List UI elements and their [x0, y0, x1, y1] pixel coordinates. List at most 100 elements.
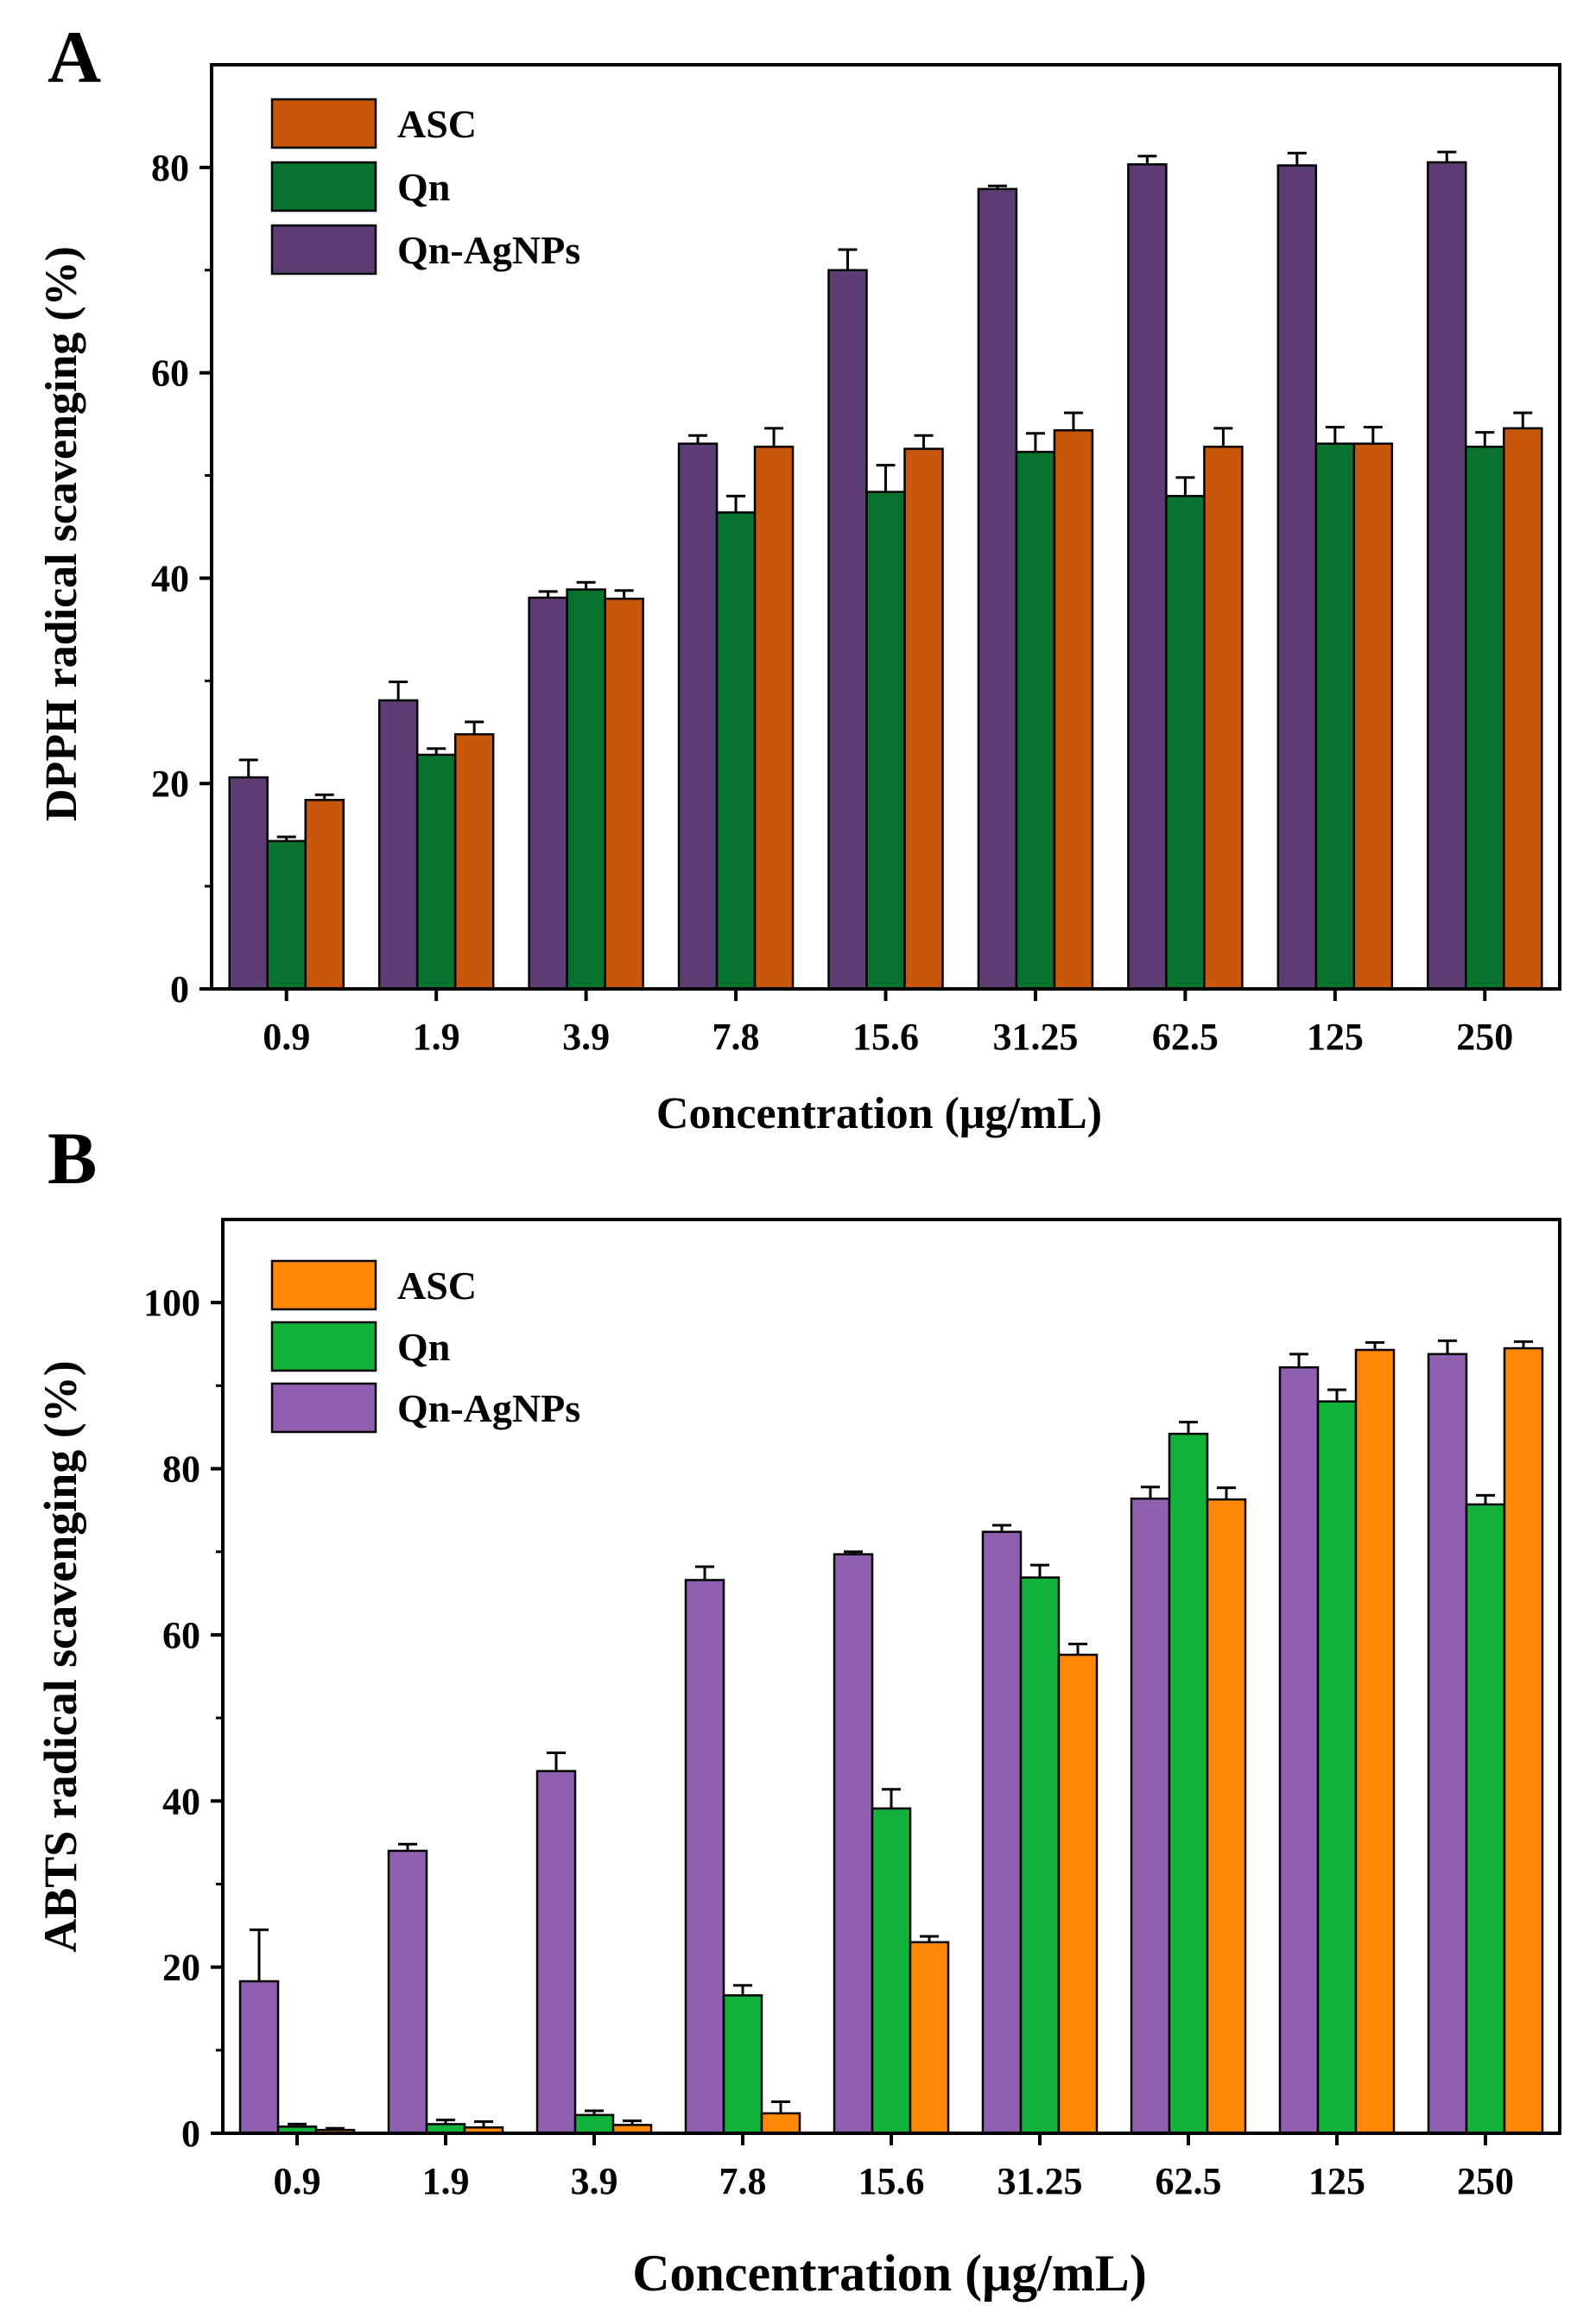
panel-b-bar: [1503, 1346, 1544, 2135]
panel-a-y-axis-title: DPPH radical scavenging (%): [37, 246, 86, 821]
panel-a-y-tick-label: 80: [151, 147, 189, 189]
panel-a-bar: [377, 699, 419, 991]
panel-b-x-tick-label: 31.25: [998, 2160, 1083, 2202]
panel-a-legend-swatch: [270, 98, 377, 149]
panel-a-bar: [715, 511, 757, 991]
panel-b-x-tick-label: 62.5: [1156, 2160, 1222, 2202]
panel-a-bar: [1053, 428, 1094, 991]
panel-a-bar: [304, 798, 345, 991]
panel-a-y-tick-label: 20: [151, 763, 189, 805]
panel-a-bar: [1503, 427, 1543, 991]
panel-b-x-tick-label: 15.6: [858, 2160, 925, 2202]
panel-b-bar: [833, 1553, 874, 2135]
panel-a-x-tick-label: 250: [1456, 1016, 1513, 1058]
panel-a-legend-swatch: [270, 161, 377, 212]
panel-a-x-tick-label: 7.8: [712, 1016, 760, 1058]
panel-b-bar: [722, 1994, 763, 2135]
panel-b-legend-swatch: [270, 1259, 377, 1311]
panel-a-x-axis-title: Concentration (μg/mL): [656, 1089, 1102, 1138]
panel-a-bar: [228, 776, 269, 991]
panel-a-y-tick-label: 60: [151, 352, 189, 395]
panel-a-bar: [1352, 442, 1394, 991]
panel-b-y-tick-label: 20: [162, 1947, 200, 1989]
panel-a: A 0 20 40 60 80 0.9 1.9 3.9 7.8 15.6 31.25 62.5 125 2…: [37, 16, 1561, 1138]
panel-a-bar: [1276, 164, 1318, 991]
panel-b-bar: [981, 1530, 1023, 2135]
panel-b-bar: [1354, 1348, 1396, 2135]
panel-b-label: B: [48, 1117, 97, 1200]
panel-a-bar: [827, 269, 868, 991]
panel-a-bar: [528, 596, 568, 991]
panel-a-x-tick-label: 3.9: [562, 1016, 610, 1058]
panel-b-bar: [1130, 1497, 1171, 2135]
panel-b-legend-swatch: [270, 1321, 377, 1372]
panel-a-bar: [1465, 446, 1505, 991]
panel-a-x-tick-label: 1.9: [413, 1016, 460, 1058]
panel-b-plot: 0 20 40 60 80 100 0.9 1.9 3.9 7.8 15.6 31.25 62.5 125…: [143, 1218, 1561, 2202]
panel-a-bar: [903, 447, 944, 991]
panel-a-bar: [1427, 161, 1467, 991]
panel-a-x-tick-label: 125: [1307, 1016, 1364, 1058]
panel-a-legend-label: ASC: [397, 102, 477, 146]
panel-b-y-axis-title: ABTS radical scavenging (%): [35, 1360, 86, 1953]
panel-a-label: A: [48, 16, 101, 98]
panel-b-legend-swatch: [270, 1382, 377, 1434]
panel-a-x-tick-label: 0.9: [263, 1016, 310, 1058]
panel-a-x-tick-label: 62.5: [1152, 1016, 1219, 1058]
panel-b-legend-label: Qn-AgNPs: [397, 1386, 580, 1430]
panel-b-bar: [535, 1770, 577, 2135]
panel-a-bar: [1203, 446, 1244, 991]
panel-b-bar: [871, 1807, 912, 2135]
panel-b-bar: [1168, 1432, 1209, 2135]
panel-a-bar: [677, 442, 719, 991]
panel-b-bar: [1427, 1353, 1468, 2135]
panel-a-bar: [566, 588, 606, 991]
panel-b-x-tick-label: 1.9: [422, 2160, 470, 2202]
panel-a-bar: [415, 753, 457, 991]
panel-b-x-tick-label: 7.8: [719, 2160, 767, 2202]
panel-b-bar: [1278, 1365, 1320, 2135]
panel-b-plot-frame: [221, 1218, 1561, 2135]
panel-a-bar: [753, 446, 795, 991]
panel-b-bar: [760, 2112, 801, 2135]
panel-a-x-tick-label: 31.25: [992, 1016, 1078, 1058]
panel-a-y-tick-label: 0: [170, 968, 189, 1010]
panel-b-x-axis-title: Concentration (μg/mL): [632, 2245, 1147, 2302]
panel-b-x-tick-label: 250: [1457, 2160, 1514, 2202]
panel-b-bar: [909, 1941, 950, 2135]
panel-b-y-tick-label: 100: [143, 1282, 200, 1324]
panel-b-bar: [238, 1980, 280, 2135]
panel-b-bar: [1057, 1653, 1099, 2135]
panel-a-bar: [266, 839, 307, 991]
panel-b: B 0 20 40 60 80 100 0.9 1.9 3.9 7.8 15.6 31.25 62.5 1…: [35, 1117, 1561, 2302]
panel-a-plot: 0 20 40 60 80 0.9 1.9 3.9 7.8 15.6 31.25 62.5 125 250…: [151, 63, 1561, 1058]
panel-b-bar: [1206, 1498, 1247, 2135]
panel-b-x-tick-label: 3.9: [571, 2160, 618, 2202]
panel-a-bar: [1127, 163, 1168, 991]
panel-a-bar: [1314, 442, 1356, 991]
panel-b-bar: [387, 1849, 428, 2135]
panel-b-y-tick-label: 0: [181, 2113, 200, 2155]
panel-a-plot-frame: [210, 63, 1561, 991]
panel-a-y-tick-label: 40: [151, 557, 189, 599]
panel-a-legend-label: Qn: [397, 165, 450, 209]
panel-a-bar: [1165, 495, 1206, 991]
panel-b-legend-label: ASC: [397, 1264, 477, 1308]
panel-b-x-tick-label: 125: [1308, 2160, 1365, 2202]
panel-b-bar: [1465, 1503, 1506, 2135]
panel-a-legend-label: Qn-AgNPs: [397, 228, 580, 272]
panel-b-y-tick-label: 40: [162, 1780, 200, 1822]
panel-a-bar: [604, 597, 644, 991]
panel-b-legend-label: Qn: [397, 1325, 450, 1369]
panel-a-bar: [865, 491, 906, 991]
panel-b-bar: [684, 1579, 725, 2135]
panel-a-bar: [1015, 450, 1056, 991]
panel-b-bar: [1019, 1576, 1061, 2135]
panel-a-bar: [977, 187, 1018, 991]
panel-a-legend-swatch: [270, 224, 377, 276]
panel-b-bar: [1316, 1400, 1358, 2135]
panel-a-bar: [453, 732, 495, 991]
panel-b-y-tick-label: 80: [162, 1448, 200, 1491]
panel-a-x-tick-label: 15.6: [852, 1016, 919, 1058]
